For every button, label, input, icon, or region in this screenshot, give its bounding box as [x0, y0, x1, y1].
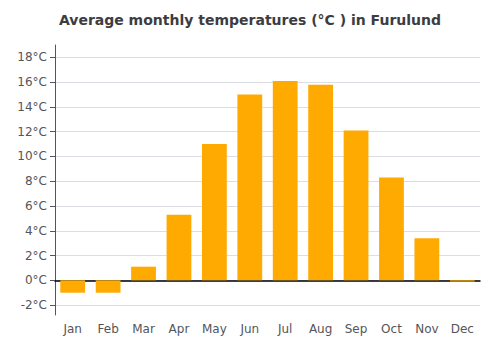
svg-text:10°C: 10°C	[17, 149, 47, 163]
svg-text:Apr: Apr	[169, 322, 190, 336]
svg-text:Jul: Jul	[277, 322, 292, 336]
svg-text:-2°C: -2°C	[21, 298, 47, 312]
svg-text:14°C: 14°C	[17, 100, 47, 114]
svg-text:Jun: Jun	[239, 322, 259, 336]
svg-text:Sep: Sep	[345, 322, 368, 336]
svg-text:0°C: 0°C	[25, 273, 47, 287]
svg-text:12°C: 12°C	[17, 125, 47, 139]
svg-text:18°C: 18°C	[17, 50, 47, 64]
svg-text:Feb: Feb	[98, 322, 119, 336]
svg-text:Aug: Aug	[309, 322, 332, 336]
svg-text:2°C: 2°C	[25, 249, 47, 263]
svg-text:Nov: Nov	[415, 322, 438, 336]
svg-text:Dec: Dec	[451, 322, 474, 336]
svg-text:8°C: 8°C	[25, 174, 47, 188]
svg-text:Average monthly temperatures (: Average monthly temperatures (°C ) in Fu…	[59, 12, 441, 28]
svg-text:6°C: 6°C	[25, 199, 47, 213]
svg-text:Oct: Oct	[381, 322, 402, 336]
svg-text:Mar: Mar	[132, 322, 155, 336]
svg-text:16°C: 16°C	[17, 75, 47, 89]
svg-text:4°C: 4°C	[25, 224, 47, 238]
svg-text:May: May	[202, 322, 227, 336]
svg-text:Jan: Jan	[62, 322, 82, 336]
